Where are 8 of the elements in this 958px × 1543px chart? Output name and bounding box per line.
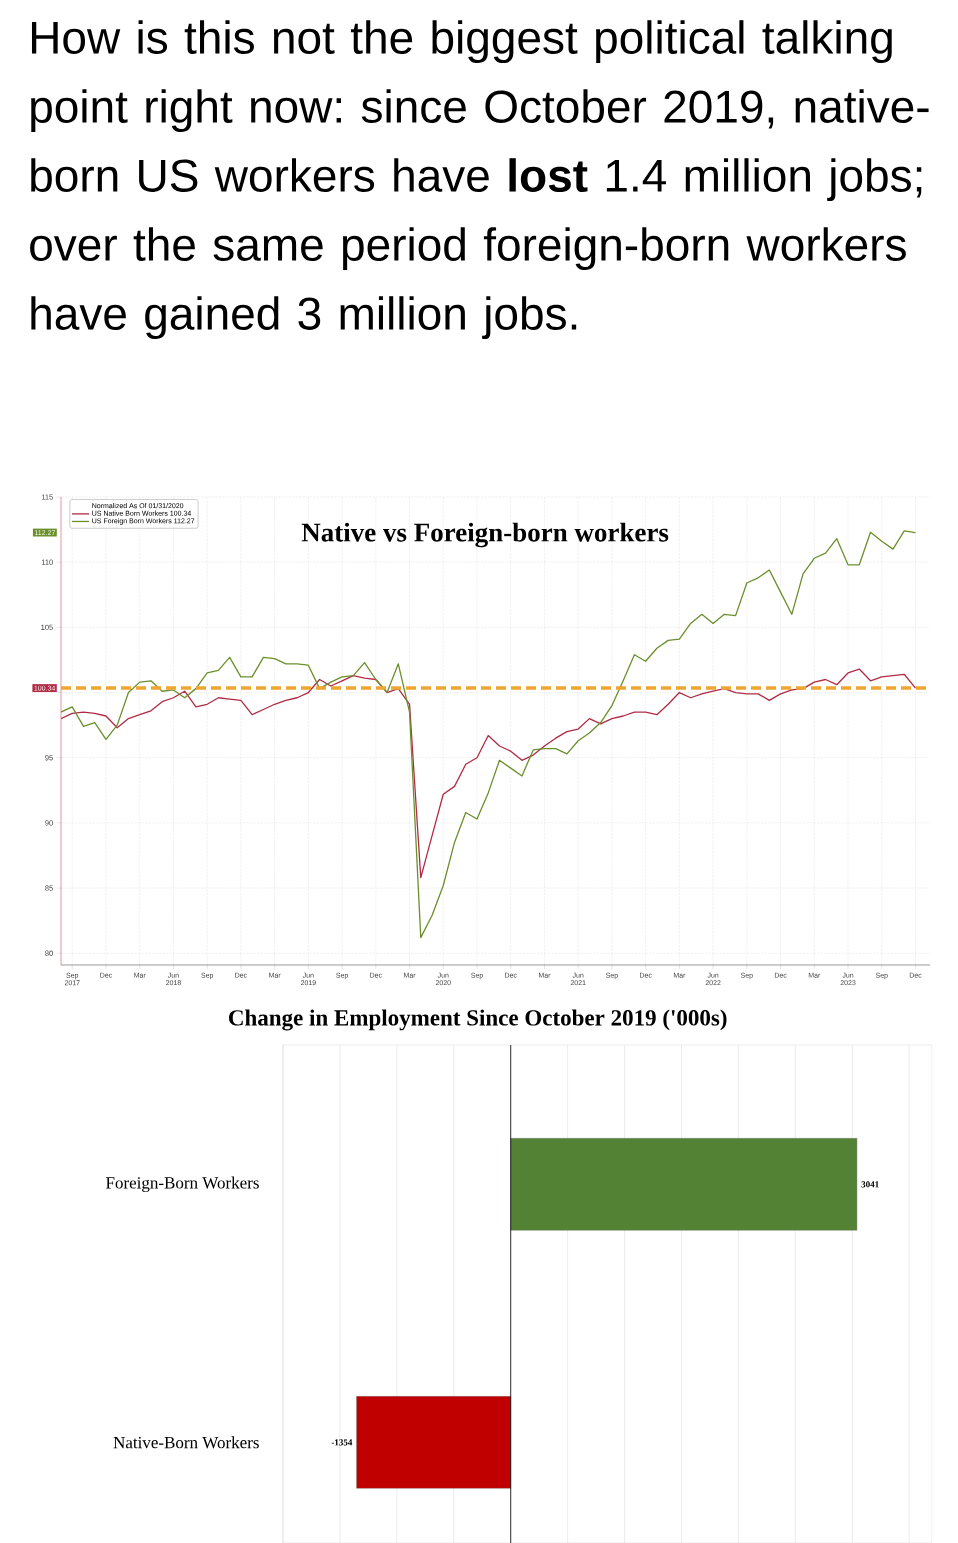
data-label: 3041 (861, 1181, 879, 1188)
line-series (61, 668, 917, 879)
text: How is this not the biggest political talking point right now: since October 2019, native-born US workers have lost 1.4 million jobs; over the same period foreign-born workers have gained 3 million jobs. (30, 20, 929, 340)
text: Native vs Foreign-born workers (301, 522, 669, 548)
y-tick-label: Foreign-Born Workers (105, 1176, 259, 1193)
data-label: -1354 (331, 1439, 353, 1446)
y-tick-label: Native-Born Workers (113, 1436, 259, 1449)
chart-title: Change in Employment Since October 2019 ('000s) (229, 1009, 727, 1031)
